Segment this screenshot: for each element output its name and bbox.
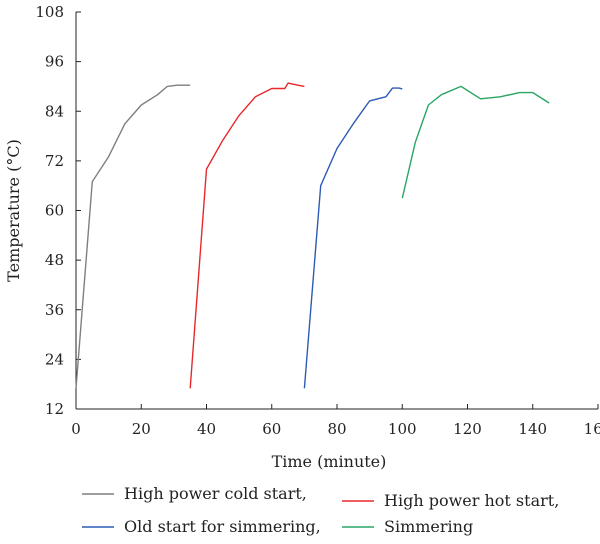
series-layer	[75, 82, 550, 389]
legend-label: Simmering	[384, 517, 473, 536]
series-line-4	[401, 85, 550, 199]
x-tick-label: 20	[132, 420, 151, 438]
legend-item: Old start for simmering,	[82, 517, 321, 536]
y-tick-label: 60	[45, 202, 64, 220]
y-tick-label: 108	[35, 3, 64, 21]
y-tick-label: 24	[45, 350, 64, 368]
y-tick-label: 12	[45, 400, 64, 418]
x-tick-label: 40	[197, 420, 216, 438]
legend-item: High power hot start,	[342, 491, 559, 510]
x-tick-label: 140	[518, 420, 547, 438]
legend-item: High power cold start,	[82, 484, 307, 503]
y-tick-label: 72	[45, 152, 64, 170]
legend-item: Simmering	[342, 517, 473, 536]
x-tick-label: 100	[388, 420, 417, 438]
x-tick-label: 120	[453, 420, 482, 438]
x-tick-label: 160	[584, 420, 600, 438]
legend-label: High power cold start,	[124, 484, 307, 503]
x-tick-label: 0	[71, 420, 81, 438]
series-line-2	[189, 82, 305, 389]
y-tick-label: 36	[45, 301, 64, 319]
y-tick-label: 48	[45, 251, 64, 269]
x-tick-label: 80	[327, 420, 346, 438]
x-axis-title: Time (minute)	[272, 452, 387, 471]
axes: 12 24 36 48 60 72 84 96 108 0 20 40 60 80 100 120 140 160	[35, 3, 600, 438]
legend: High power cold start, High power hot sta…	[82, 484, 559, 536]
y-axis-title: Temperature (°C)	[4, 139, 23, 282]
y-tick-label: 96	[45, 53, 64, 71]
series-line-1	[75, 84, 191, 389]
legend-label: High power hot start,	[384, 491, 559, 510]
series-line-3	[303, 87, 403, 389]
legend-label: Old start for simmering,	[124, 517, 321, 536]
x-tick-label: 60	[262, 420, 281, 438]
y-tick-label: 84	[45, 102, 64, 120]
